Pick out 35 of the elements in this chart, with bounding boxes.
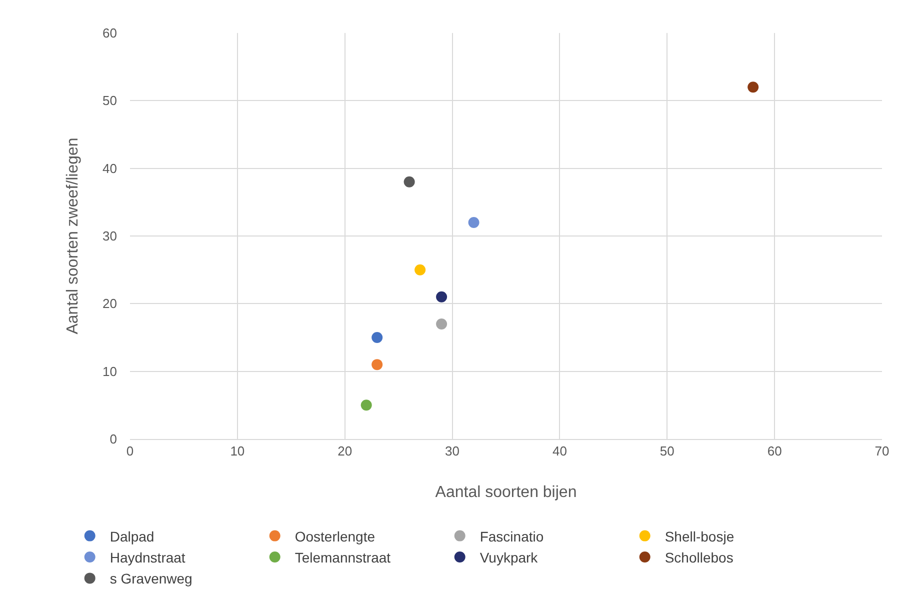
point [372, 359, 383, 370]
y-tick-label: 50 [102, 93, 117, 108]
legend-label: s Gravenweg [110, 570, 192, 587]
x-tick-label: 40 [552, 444, 567, 459]
x-axis-title: Aantal soorten bijen [435, 484, 577, 501]
legend-label: Telemannstraat [294, 549, 391, 566]
point [436, 318, 448, 330]
legend-label: Shell-bosje [664, 528, 734, 544]
legend-label: Fascinatio [480, 528, 544, 544]
legend-label: Schollebos [664, 549, 734, 566]
point [360, 400, 372, 411]
legend-label: Vuykpark [480, 549, 539, 566]
y-tick-label: 30 [102, 228, 117, 244]
x-tick-label: 70 [874, 444, 890, 459]
x-tick-label: 30 [445, 444, 460, 459]
y-tick-label: 0 [110, 432, 117, 447]
point [372, 332, 383, 343]
point [436, 291, 448, 302]
x-tick-label: 0 [126, 444, 134, 459]
x-tick-label: 60 [767, 444, 782, 459]
legend-label: Dalpad [110, 528, 154, 544]
x-tick-label: 20 [338, 444, 352, 459]
x-tick-label: 10 [230, 444, 245, 459]
legend-label: Haydnstraat [110, 549, 186, 566]
legend-label: Oosterlengte [294, 528, 376, 544]
y-tick-label: 20 [102, 296, 117, 312]
point [414, 264, 426, 276]
y-tick-label: 60 [102, 26, 117, 41]
point [468, 216, 480, 228]
y-axis-title: Aantal soorten zweef/liegen [64, 138, 82, 334]
point [748, 82, 759, 93]
y-tick-label: 40 [102, 160, 117, 176]
y-tick-label: 10 [102, 364, 117, 379]
x-tick-label: 50 [660, 444, 674, 459]
point [404, 176, 415, 188]
